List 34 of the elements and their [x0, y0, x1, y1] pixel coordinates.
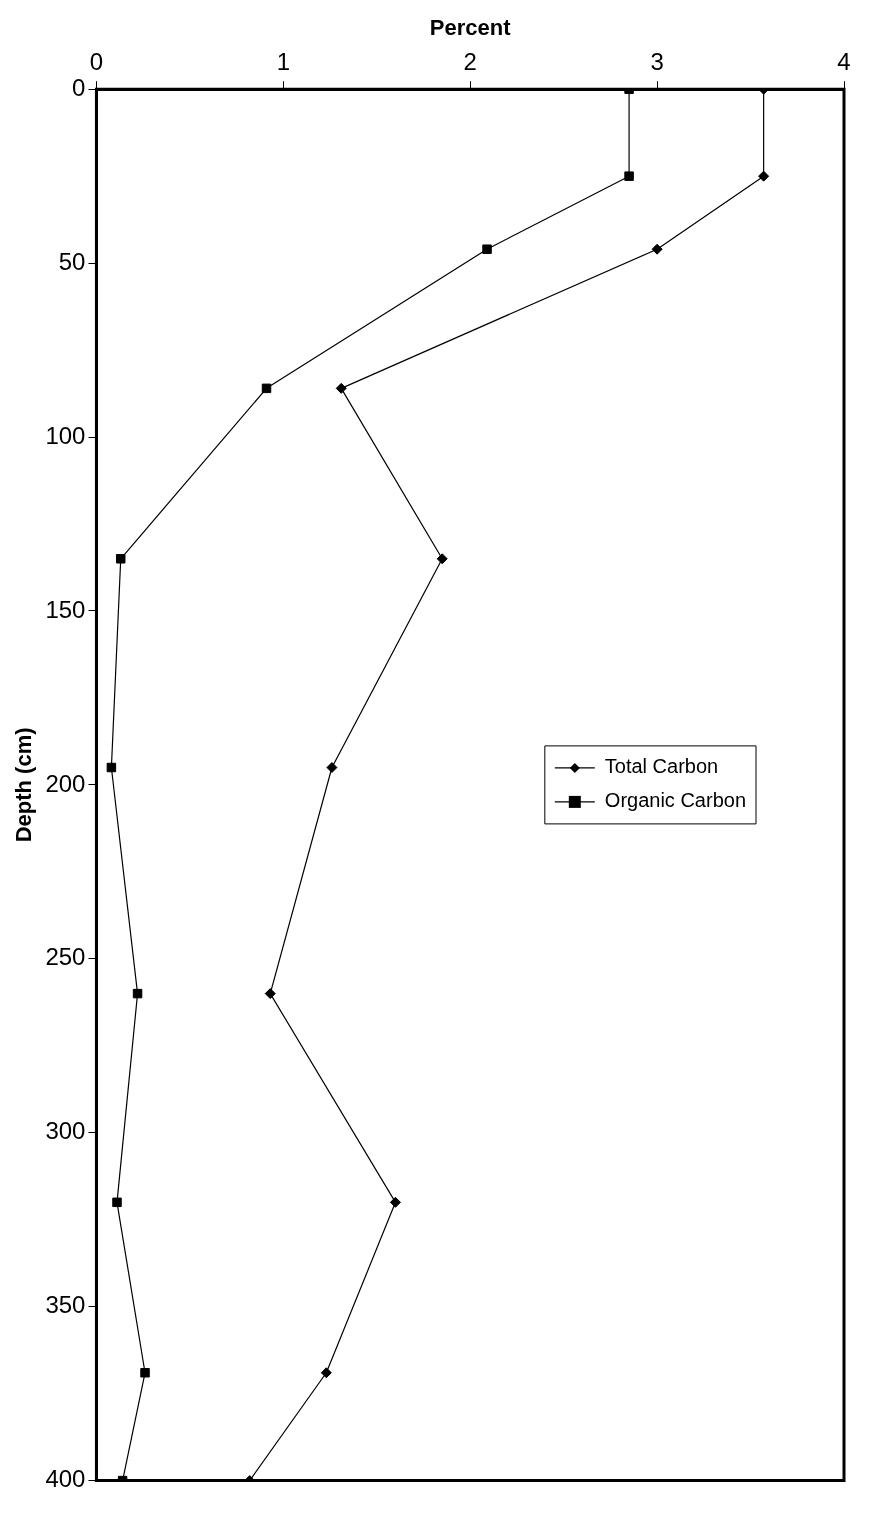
point — [140, 1368, 150, 1378]
point — [106, 762, 117, 773]
point — [264, 988, 276, 1000]
point — [651, 243, 663, 255]
point — [261, 383, 272, 394]
y-tick-label: 100 — [45, 421, 86, 449]
point — [389, 1196, 401, 1208]
y-tick-label: 350 — [45, 1291, 86, 1319]
x-tick-label: 3 — [650, 48, 664, 76]
point — [112, 1197, 122, 1208]
legend-label: Total Carbon — [604, 755, 719, 778]
y-axis-title: Depth (cm) — [11, 727, 37, 843]
point — [116, 554, 126, 564]
point — [320, 1367, 332, 1379]
point — [624, 171, 634, 181]
y-tick-label: 250 — [45, 943, 86, 971]
point — [326, 762, 338, 774]
x-axis-title: Percent — [429, 15, 512, 41]
x-tick-label: 2 — [463, 48, 477, 76]
y-tick-label: 0 — [72, 73, 86, 101]
point — [132, 988, 143, 999]
point — [335, 382, 347, 394]
y-tick-label: 150 — [45, 595, 86, 623]
y-tick-label: 300 — [45, 1117, 86, 1145]
legend-label: Organic Carbon — [604, 789, 747, 812]
x-tick-label: 1 — [276, 48, 291, 76]
point — [436, 553, 448, 565]
x-tick-label: 4 — [837, 48, 851, 76]
point — [758, 170, 770, 182]
x-tick-label: 0 — [89, 48, 104, 76]
y-tick-label: 50 — [58, 247, 86, 275]
y-tick-label: 400 — [45, 1465, 86, 1493]
y-tick-label: 200 — [45, 769, 86, 797]
point — [482, 244, 492, 254]
